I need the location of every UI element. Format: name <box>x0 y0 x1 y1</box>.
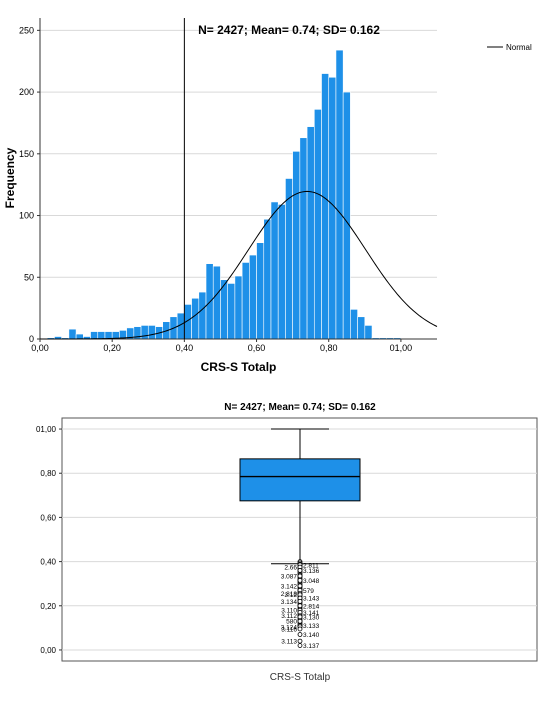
outlier-label: 2.811 <box>303 562 319 569</box>
outlier-label: 2.814 <box>303 603 320 610</box>
outlier-label: 3.130 <box>303 614 320 621</box>
histogram-bar <box>263 218 272 340</box>
hist-y-axis-title: Frequency <box>3 147 17 208</box>
hist-y-tick-label: 100 <box>19 211 34 221</box>
outlier-marker <box>297 568 303 573</box>
histogram-bar <box>321 73 330 340</box>
outlier-label: 3.142 <box>281 583 298 590</box>
outlier-label: 3.113 <box>281 639 297 646</box>
outlier-label: 3.110 <box>281 608 297 615</box>
hist-x-tick-label: 0,40 <box>176 343 194 353</box>
hist-y-tick-label: 200 <box>19 87 34 97</box>
histogram-bar <box>140 325 149 340</box>
histogram-bar <box>249 254 257 340</box>
box-category-label: CRS-S Totalp <box>270 672 331 683</box>
outlier-marker <box>297 603 303 609</box>
histogram-bar <box>306 126 315 340</box>
histogram-bar <box>270 201 279 340</box>
histogram-bar <box>241 262 250 340</box>
outlier-marker <box>297 577 303 583</box>
outlier-marker <box>297 638 303 644</box>
outlier-marker <box>297 632 303 637</box>
hist-x-axis-title: CRS-S Totalp <box>201 360 277 374</box>
histogram-bar <box>328 76 337 340</box>
outlier-marker <box>297 643 303 648</box>
outlier-label: 580 <box>286 619 297 626</box>
hist-x-tick-label: 0,00 <box>31 343 49 353</box>
histogram-bar <box>212 265 221 340</box>
outlier-label: 3.12 <box>284 592 297 599</box>
outlier-label: 579 <box>303 588 314 595</box>
hist-y-tick-label: 250 <box>19 25 34 35</box>
histogram-bar <box>227 283 236 340</box>
hist-x-tick-label: 01,00 <box>390 343 413 353</box>
hist-x-tick-label: 0,60 <box>248 343 266 353</box>
outlier-label: 3.087 <box>281 573 298 580</box>
histogram-bar <box>277 204 286 340</box>
legend-label: Normal <box>506 43 532 52</box>
hist-y-tick-label: 0 <box>29 334 34 344</box>
outlier-marker <box>297 618 303 624</box>
outlier-label: 3.124 <box>281 624 298 631</box>
outlier-label: 3.140 <box>303 632 320 639</box>
outlier-marker <box>297 573 303 579</box>
histogram-bar <box>90 331 99 340</box>
histogram-bar <box>285 178 293 340</box>
histogram-bar <box>97 331 106 340</box>
histogram-bar <box>342 91 351 340</box>
hist-y-tick-label: 50 <box>24 272 34 282</box>
box-y-tick-label: 0,80 <box>40 469 56 478</box>
outlier-label: 2.818 <box>281 591 298 598</box>
box-y-tick-label: 01,00 <box>36 425 57 434</box>
outlier-label: 3.133 <box>303 623 320 630</box>
hist-y-tick-label: 150 <box>19 149 34 159</box>
outlier-label: 3.141 <box>303 610 320 617</box>
histogram-bar <box>313 109 322 340</box>
box-plot-frame <box>61 417 538 662</box>
histogram-bar <box>234 275 243 340</box>
histogram-bar <box>364 325 373 340</box>
histogram-bar <box>191 297 200 340</box>
hist-x-tick-label: 0,20 <box>103 343 121 353</box>
outlier-label: 3.137 <box>303 643 320 650</box>
outlier-label: 3.143 <box>303 596 320 603</box>
histogram-bar <box>357 316 366 340</box>
histogram-bar <box>292 151 301 340</box>
hist-x-tick-label: 0,80 <box>320 343 338 353</box>
histogram-bar <box>335 49 344 340</box>
outlier-label: 3.112 <box>281 613 297 620</box>
histogram-bar <box>299 137 308 340</box>
box-y-tick-label: 0,00 <box>40 646 56 655</box>
box-title: N= 2427; Mean= 0.74; SD= 0.162 <box>224 402 376 413</box>
outlier-marker <box>297 583 303 589</box>
outlier-marker <box>297 598 303 604</box>
histogram-bar <box>75 333 84 340</box>
box-y-tick-label: 0,40 <box>40 558 56 567</box>
histogram-bar <box>104 331 113 340</box>
outlier-label: 3.048 <box>303 578 320 585</box>
histogram-bar <box>205 263 214 340</box>
outlier-label: 3.136 <box>303 568 320 575</box>
outlier-marker <box>297 626 303 632</box>
box-y-tick-label: 0,20 <box>40 602 56 611</box>
box-iqr <box>239 458 361 502</box>
histogram-bar <box>256 242 265 340</box>
outlier-marker <box>297 614 303 620</box>
outlier-label: 3.134 <box>281 599 298 606</box>
outlier-label: 2.66 <box>284 565 297 572</box>
histogram-bar <box>147 325 156 340</box>
outlier-label: 3.116 <box>281 626 297 633</box>
box-y-tick-label: 0,60 <box>40 513 56 522</box>
hist-annotation: N= 2427; Mean= 0.74; SD= 0.162 <box>198 23 380 37</box>
histogram-bar <box>68 328 77 340</box>
histogram-bar <box>198 291 207 340</box>
histogram-bar <box>350 309 358 340</box>
normal-curve <box>39 190 438 340</box>
